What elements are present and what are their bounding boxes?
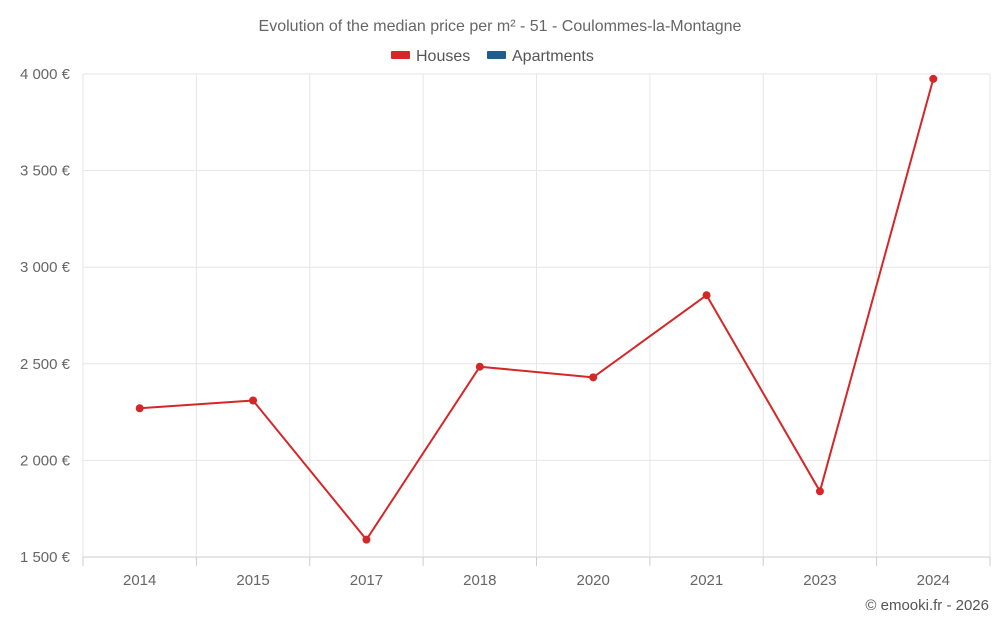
x-tick-label: 2014	[123, 572, 156, 589]
y-axis-ticks: 1 500 € 2 000 € 2 500 € 3 000 € 3 500 € 4 000…	[20, 66, 71, 566]
data-points	[135, 74, 938, 544]
y-tick-label: 3 000 €	[20, 259, 71, 276]
chart-title: Evolution of the median price per m² - 5…	[259, 18, 742, 35]
data-point[interactable]	[475, 362, 484, 371]
credit-text[interactable]: © emooki.fr - 2026	[865, 597, 989, 614]
data-point[interactable]	[815, 487, 824, 496]
x-tick-label: 2021	[690, 572, 723, 589]
y-tick-label: 2 500 €	[20, 356, 71, 373]
data-point[interactable]	[589, 373, 598, 382]
x-tick-label: 2017	[350, 572, 383, 589]
x-tick-label: 2015	[236, 572, 269, 589]
y-tick-label: 2 000 €	[20, 452, 71, 469]
data-point[interactable]	[702, 291, 711, 300]
x-tick-label: 2020	[577, 572, 610, 589]
grid-lines	[82, 73, 991, 566]
x-axis-ticks: 2014 2015 2017 2018 2020 2021 2023 2024	[123, 572, 950, 589]
legend-label-houses[interactable]: Houses	[416, 48, 470, 65]
legend-label-apartments[interactable]: Apartments	[512, 48, 594, 65]
x-tick-label: 2018	[463, 572, 496, 589]
y-tick-label: 1 500 €	[20, 549, 71, 566]
data-point[interactable]	[135, 404, 144, 413]
data-point[interactable]	[929, 74, 938, 83]
data-point[interactable]	[249, 396, 258, 405]
y-tick-label: 3 500 €	[20, 163, 71, 180]
x-tick-label: 2023	[803, 572, 836, 589]
series-lines	[139, 78, 935, 541]
legend-swatch-apartments	[487, 51, 506, 59]
x-tick-label: 2024	[917, 572, 950, 589]
legend: Houses Apartments	[391, 48, 594, 65]
legend-swatch-houses	[391, 51, 410, 59]
series-line-houses	[139, 78, 935, 541]
y-tick-label: 4 000 €	[20, 66, 71, 83]
data-point[interactable]	[362, 535, 371, 544]
